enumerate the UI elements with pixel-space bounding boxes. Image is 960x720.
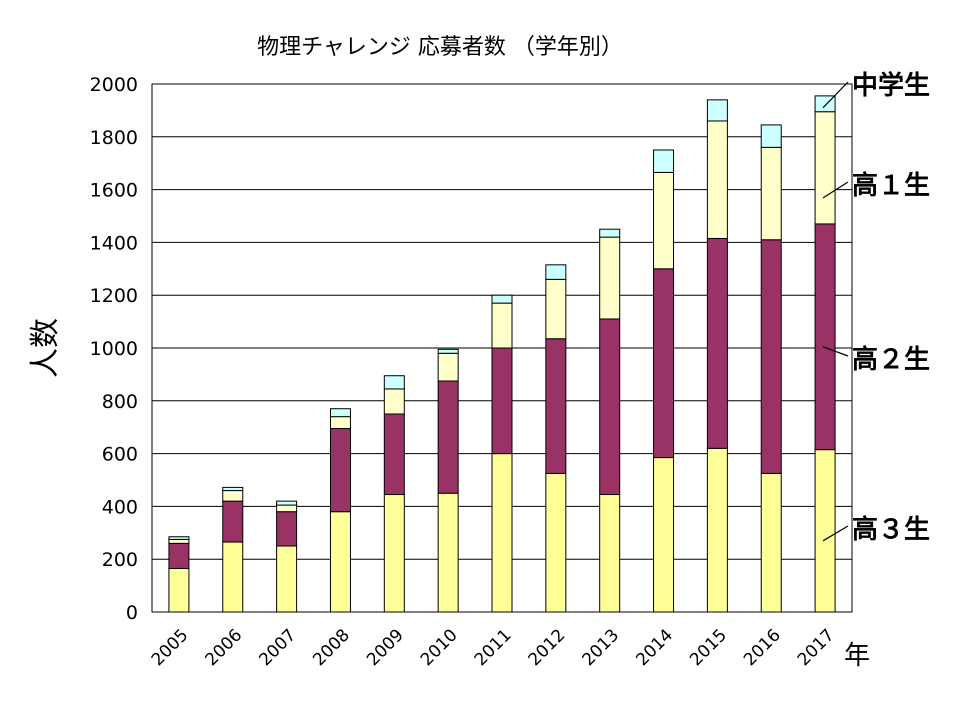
bar-segment [491,294,513,304]
bar-segment [383,375,405,390]
bar-segment [706,99,728,122]
bar-segment [276,545,298,613]
x-tick-label: 2015 [686,625,731,670]
y-tick-label: 2000 [90,74,138,96]
y-tick-label: 1600 [90,180,138,202]
x-tick-label: 2008 [309,625,354,670]
bar-segment [599,236,621,320]
bar-segment [599,228,621,238]
y-tick-label: 400 [102,496,138,518]
x-axis-unit: 年 [844,641,870,671]
bar-segment [545,472,567,613]
annotation-leader-line [822,181,849,199]
bar-segment [814,449,836,613]
y-tick-labels: 0 200 400 600 800 1000 1200 1400 1600 1800 2000 [90,74,138,624]
bar-segment [653,457,675,613]
bar-segment [437,492,459,613]
x-tick-label: 2017 [794,625,839,670]
bar-segment [168,567,190,613]
x-tick-label: 2010 [417,625,462,670]
bar-segment [760,472,782,613]
bar-segment [168,542,190,569]
bar-segment [545,338,567,474]
bar-segment [545,278,567,340]
bar-segment [653,149,675,173]
bar-segment [491,453,513,613]
bar-segment [437,380,459,494]
y-tick-label: 0 [126,602,138,624]
y-tick-label: 200 [102,549,138,571]
bar-segment [760,239,782,474]
bar-segment [329,416,351,430]
bar-segment [760,146,782,241]
y-tick-label: 1200 [90,285,138,307]
x-tick-labels: 2005 2006 2007 2008 2009 2010 2011 2012 2013 2014… [148,625,839,670]
bar-segment [653,171,675,270]
annotation-label: 高１生 [852,170,930,201]
bar-segment [383,494,405,613]
bar-segment [168,536,190,540]
chart-title: 物理チャレンジ 応募者数 （学年別） [257,35,623,60]
bar-segment [222,490,244,502]
bar-segment [276,500,298,506]
bars [168,95,836,613]
y-tick-label: 800 [102,391,138,413]
x-tick-label: 2009 [363,625,408,670]
annotation-leader-line [822,525,849,542]
annotation-label: 高２生 [852,344,930,375]
x-tick-label: 2011 [471,625,516,670]
y-axis-label: 人数 [28,318,63,378]
bar-segment [706,237,728,449]
x-tick-label: 2007 [255,625,300,670]
x-tick-label: 2006 [202,625,247,670]
bar-segment [168,538,190,544]
bar-segment [491,347,513,455]
y-tick-label: 1000 [90,338,138,360]
bar-segment [706,120,728,239]
bar-segment [329,511,351,613]
bar-segment [599,494,621,613]
bar-segment [760,124,782,148]
bar-segment [222,500,244,543]
y-tick-label: 600 [102,444,138,466]
y-tick-label: 1400 [90,232,138,254]
bar-segment [383,413,405,496]
annotation-leader-line [822,81,849,109]
bar-segment [437,348,459,354]
x-tick-label: 2016 [740,625,785,670]
bar-segment [329,428,351,513]
bar-segment [383,388,405,415]
bar-segment [599,318,621,496]
x-tick-label: 2005 [148,625,193,670]
x-tick-label: 2012 [525,625,570,670]
x-tick-label: 2013 [578,625,623,670]
y-tick-label: 1800 [90,127,138,149]
bar-segment [276,504,298,513]
x-tick-label: 2014 [632,625,677,670]
bar-segment [706,447,728,613]
bar-segment [814,223,836,451]
annotation-label: 高３生 [852,514,930,545]
annotation-leader-line [822,346,849,357]
plot-frame [151,83,853,613]
bar-segment [222,541,244,613]
bar-segment [222,486,244,492]
bar-segment [814,111,836,225]
annotation-label: 中学生 [852,70,930,101]
bar-segment [437,352,459,382]
bar-segment [491,302,513,349]
bar-segment [276,511,298,547]
bar-segment [329,408,351,418]
bar-segment [653,268,675,459]
bar-segment [545,264,567,280]
